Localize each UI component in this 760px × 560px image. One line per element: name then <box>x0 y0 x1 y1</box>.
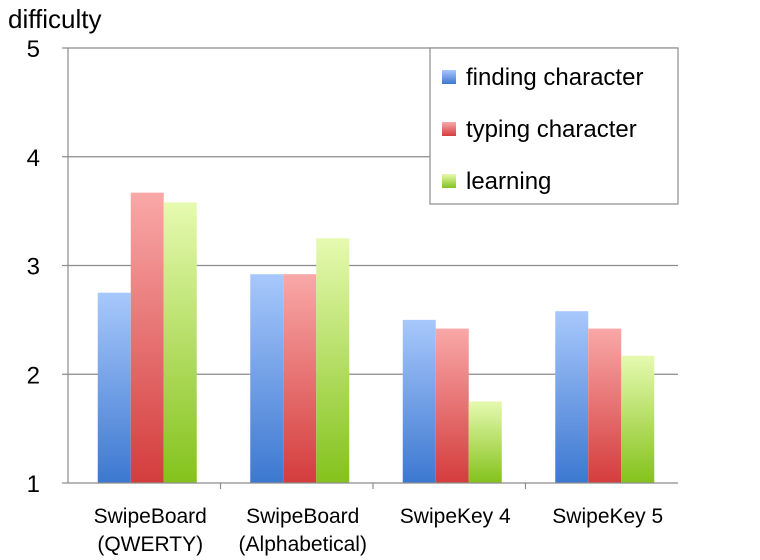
x-category-label: (QWERTY) <box>97 533 203 556</box>
bar-finding-character-2 <box>402 319 436 483</box>
legend-swatch-finding-character <box>442 70 456 84</box>
bar-learning-3 <box>621 355 655 483</box>
bar-typing-character-2 <box>435 328 469 483</box>
x-category-label: (Alphabetical) <box>239 533 367 556</box>
legend-box <box>429 47 679 205</box>
x-category-label: SwipeBoard <box>94 505 207 528</box>
legend-swatch-learning <box>442 174 456 188</box>
bar-learning-0 <box>163 202 197 484</box>
y-tick-label-2: 2 <box>27 362 40 389</box>
x-category-label: SwipeKey 4 <box>400 505 511 528</box>
bar-finding-character-0 <box>97 292 131 483</box>
bar-typing-character-3 <box>588 328 622 483</box>
legend-swatch-typing-character <box>442 122 456 136</box>
bar-learning-2 <box>468 401 502 483</box>
y-tick-label-4: 4 <box>27 145 40 172</box>
axes <box>62 47 678 489</box>
x-category-label: SwipeBoard <box>246 505 359 528</box>
bar-learning-1 <box>316 238 350 483</box>
bar-finding-character-1 <box>250 274 284 483</box>
x-category-labels: SwipeBoard (QWERTY) SwipeBoard (Alphabetica… <box>94 505 664 556</box>
legend-label-learning: learning <box>466 168 551 195</box>
bar-typing-character-1 <box>283 274 317 483</box>
y-tick-label-3: 3 <box>27 254 40 281</box>
legend-label-finding-character: finding character <box>466 64 643 91</box>
y-tick-label-1: 1 <box>27 471 40 498</box>
legend-label-typing-character: typing character <box>466 116 637 143</box>
y-axis-label: difficulty <box>8 4 101 34</box>
y-tick-label-5: 5 <box>27 36 40 63</box>
bar-typing-character-0 <box>130 192 164 483</box>
bar-finding-character-3 <box>555 311 589 483</box>
legend: finding character typing character learnin… <box>429 47 679 205</box>
x-category-label: SwipeKey 5 <box>552 505 663 528</box>
y-tick-labels: 1 2 3 4 5 <box>27 36 40 498</box>
bars <box>97 192 655 484</box>
